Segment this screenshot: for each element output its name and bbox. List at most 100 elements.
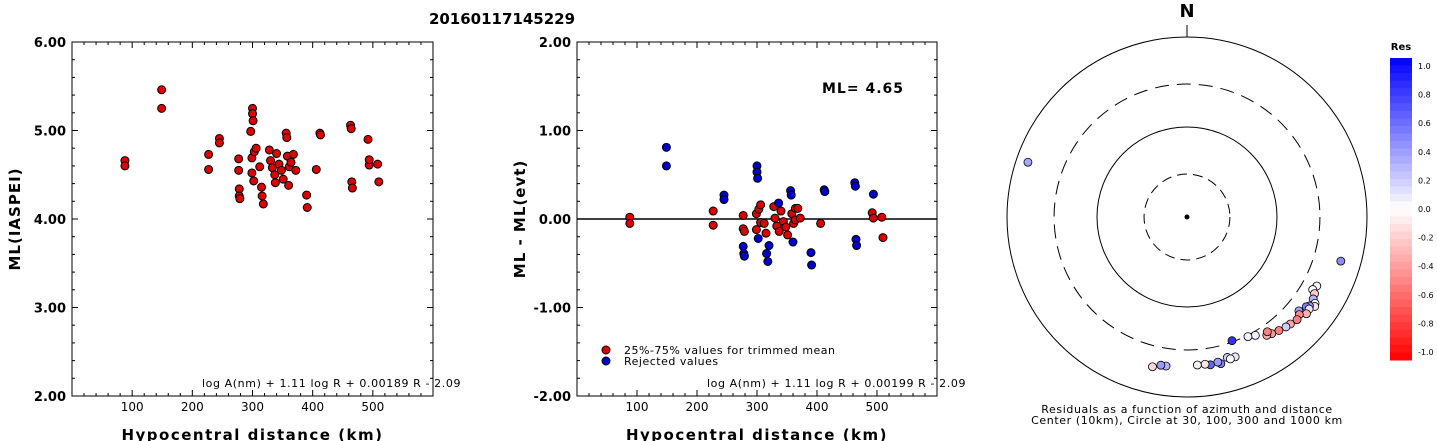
station-residual-point: [1200, 359, 1210, 369]
station-residual-point: [1281, 322, 1291, 332]
data-point: [661, 142, 671, 152]
legend-label: Rejected values: [624, 355, 719, 368]
colorbar-swatch: [1390, 73, 1412, 82]
data-point: [288, 149, 298, 159]
x-tick-label: 400: [806, 400, 829, 414]
colorbar-tick-label: -0.8: [1418, 319, 1434, 328]
data-point: [235, 194, 245, 204]
x-tick-label: 300: [241, 400, 264, 414]
data-point: [719, 195, 729, 205]
colorbar-tick-label: 0.0: [1418, 205, 1431, 214]
data-point: [795, 213, 805, 223]
colorbar-swatch: [1390, 337, 1412, 346]
formula-text: log A(nm) + 1.11 log R + 0.00199 R - 2.0…: [707, 377, 966, 390]
colorbar-swatch: [1390, 110, 1412, 119]
colorbar-tick-label: -0.4: [1418, 262, 1434, 271]
colorbar-tick-label: 0.6: [1418, 119, 1431, 128]
colorbar-swatch: [1390, 239, 1412, 248]
colorbar-swatch: [1390, 246, 1412, 255]
data-point: [738, 210, 748, 220]
x-tick-label: 100: [626, 400, 649, 414]
y-tick-label: -1.00: [534, 302, 571, 317]
colorbar-swatch: [1390, 178, 1412, 187]
data-point: [625, 218, 635, 228]
station-residual-point: [1262, 327, 1272, 337]
data-point: [877, 212, 887, 222]
station-residual-point: [1292, 315, 1302, 325]
colorbar-swatch: [1390, 95, 1412, 104]
x-axis-label: Hypocentral distance (km): [626, 426, 888, 441]
data-point: [739, 251, 749, 261]
data-point: [157, 103, 167, 113]
data-point: [234, 154, 244, 164]
station-residual-point: [1302, 309, 1311, 319]
station-residual-point: [1023, 157, 1033, 167]
data-point: [764, 241, 774, 251]
colorbar-swatch: [1390, 276, 1412, 285]
x-tick-label: 200: [181, 400, 204, 414]
figure-title: 20160117145229: [429, 10, 575, 28]
data-point: [756, 200, 766, 210]
data-point: [246, 126, 256, 136]
azimuth-residual-map: N Residuals as a function of azimuth and …: [1006, 1, 1368, 427]
data-point: [753, 233, 763, 243]
data-point: [264, 145, 274, 155]
colorbar-swatch: [1390, 103, 1412, 112]
residual-vs-distance-plot: -2.00 -1.00 0.00 1.00 2.00 100 200 300 400 500 Hyp…: [511, 36, 966, 441]
x-tick-label: 300: [746, 400, 769, 414]
colorbar-swatch: [1390, 307, 1412, 316]
data-point: [284, 180, 294, 190]
colorbar-swatch: [1390, 148, 1412, 157]
data-point: [806, 248, 816, 258]
station-residual-point: [1227, 336, 1237, 346]
station-residual-point: [1225, 354, 1235, 364]
y-axis-label: ML - ML(evt): [511, 160, 529, 278]
data-point: [234, 165, 244, 175]
data-point: [661, 161, 671, 171]
y-tick-label: -2.00: [534, 390, 571, 405]
data-point: [793, 203, 803, 213]
data-point: [868, 189, 878, 199]
data-point: [204, 149, 214, 159]
y-tick-label: 6.00: [34, 36, 66, 51]
data-point: [783, 230, 793, 240]
station-residual-point: [1243, 332, 1253, 341]
data-point: [374, 177, 384, 187]
data-point: [770, 213, 780, 223]
colorbar-swatch: [1390, 186, 1412, 195]
colorbar-swatch: [1390, 299, 1412, 308]
colorbar-swatch: [1390, 118, 1412, 127]
colorbar-swatch: [1390, 284, 1412, 293]
legend-marker: [601, 345, 611, 355]
data-point: [278, 174, 288, 184]
station-residual-point: [1250, 330, 1260, 340]
colorbar-swatch: [1390, 261, 1412, 270]
data-point: [272, 149, 282, 159]
data-point: [708, 206, 718, 216]
data-point: [816, 218, 826, 228]
data-point: [363, 134, 373, 144]
station-residual-point: [1336, 256, 1346, 266]
colorbar-swatch: [1390, 156, 1412, 165]
data-point: [878, 233, 888, 243]
data-point: [248, 116, 258, 126]
data-point: [282, 133, 292, 143]
colorbar-tick-label: 0.8: [1418, 91, 1431, 100]
ring-300km: [1053, 83, 1321, 351]
polar-caption-line2: Center (10km), Circle at 30, 100, 300 an…: [1031, 414, 1343, 427]
data-point: [276, 165, 286, 175]
data-point: [762, 249, 772, 259]
legend-marker: [601, 356, 611, 366]
data-point: [786, 190, 796, 200]
data-point: [258, 199, 268, 209]
ml-vs-distance-plot: 2.00 3.00 4.00 5.00 6.00 100 200 300 400 500 Hypoc…: [6, 36, 460, 441]
data-point: [774, 198, 784, 208]
data-point: [249, 176, 259, 186]
colorbar-swatch: [1390, 133, 1412, 142]
data-point: [820, 187, 830, 197]
data-point: [753, 173, 763, 183]
y-tick-label: 4.00: [34, 213, 66, 228]
data-point: [763, 256, 773, 266]
data-point: [214, 138, 224, 148]
x-tick-label: 400: [301, 400, 324, 414]
